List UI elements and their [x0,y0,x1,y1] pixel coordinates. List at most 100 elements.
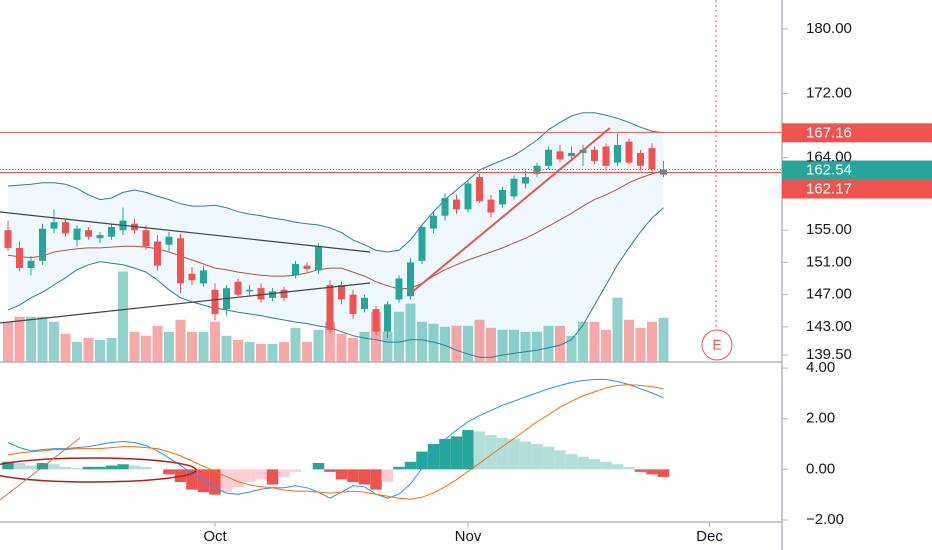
y-tick-label: 2.00 [806,410,835,427]
volume-bar [152,325,163,362]
histogram-bar [220,469,233,493]
candle-body [510,178,518,197]
histogram-bar [358,469,371,485]
volume-bar [405,303,416,362]
band-line [7,207,664,358]
volume-bar [543,325,554,362]
price-label-box [782,179,932,199]
volume-bar [658,317,669,362]
histogram-bar [450,436,463,470]
candle-body [108,227,115,237]
x-tick-label: Nov [455,528,482,545]
histogram-bar [393,466,405,470]
candle-body [27,260,35,269]
histogram-bar [2,461,14,470]
histogram-bar [243,469,256,482]
drawing-line [0,437,81,501]
histogram-bar [657,469,670,477]
histogram-bar [82,466,95,470]
volume-bar [3,321,13,362]
candle-body [453,199,460,210]
volume-bar [509,329,519,362]
candle-body [556,151,564,160]
volume-bar [371,311,381,362]
axis-labels: 167.16 162.54 162.17 180.00 172.00 164.00 155.… [203,20,932,545]
ellipse-drawing [0,457,197,483]
histogram-bar [71,468,83,470]
histogram-bar [634,469,647,472]
histogram-bar [94,466,106,470]
candle-body [395,278,403,300]
volume-bar [244,341,255,362]
histogram-bar [289,469,302,472]
candle-body [188,273,196,281]
y-tick-label: 172.00 [806,84,852,101]
histogram-bar [197,469,210,493]
volume-bar [532,331,542,362]
event-marker-label: E [712,337,721,353]
volume-bar [37,316,48,362]
candle-body [280,289,288,298]
candle-body [16,247,23,269]
candle-body [200,270,207,284]
candle-body [522,177,529,184]
candle-body [211,289,219,314]
candle-body [96,235,104,239]
candle-body [165,236,173,245]
candle-body [292,264,299,276]
candle-body [591,149,598,161]
trend-line [0,211,371,253]
histogram-bar [496,437,509,470]
volume-bar [612,297,623,362]
candle-body [464,183,472,210]
histogram-bar [542,446,555,470]
volume-bar [129,331,140,362]
volume-bar [95,339,105,362]
candle-body [648,148,656,170]
histogram-bar [186,469,198,490]
y-tick-label: 0.00 [806,460,835,477]
candle-body [62,222,69,234]
candle-body [476,177,483,202]
histogram-bar [140,466,152,470]
histogram-bar [404,461,417,470]
histogram-bar [485,435,497,470]
candle-body [142,230,150,247]
trend-line [411,127,611,293]
candle-body [407,262,414,297]
volume-bar [49,321,59,362]
candle-body [257,288,265,300]
histogram-bar [232,469,244,488]
volume-bar [382,331,393,362]
volume-bar [72,341,82,362]
candle-body [315,246,322,271]
histogram-bar [646,469,658,475]
volume-bar [578,321,588,362]
volume-bar [348,337,358,362]
plot-layers [0,112,782,500]
histogram-bar [462,430,474,470]
volume-bar [635,327,646,362]
volume-bar [440,326,450,362]
candle-body [39,228,46,261]
histogram-bar [25,465,37,470]
volume-bar [256,343,266,362]
volume-bar [60,333,71,362]
y-tick-label: 147.00 [806,286,852,303]
indicator-line [7,383,664,500]
x-tick-label: Dec [696,528,723,545]
price-label: 167.16 [806,124,852,141]
event-marker [701,329,733,361]
y-tick-label: 180.00 [806,20,852,37]
x-tick-label: Oct [203,528,227,545]
volume-bar [106,337,117,362]
histogram-bar [266,469,279,485]
histogram-bar [36,463,49,470]
volume-bar [474,319,485,362]
volume-bar [164,331,174,362]
candle-body [372,309,380,332]
histogram-bar [324,469,336,472]
candle-body [384,304,391,332]
volume-bar [336,333,347,362]
